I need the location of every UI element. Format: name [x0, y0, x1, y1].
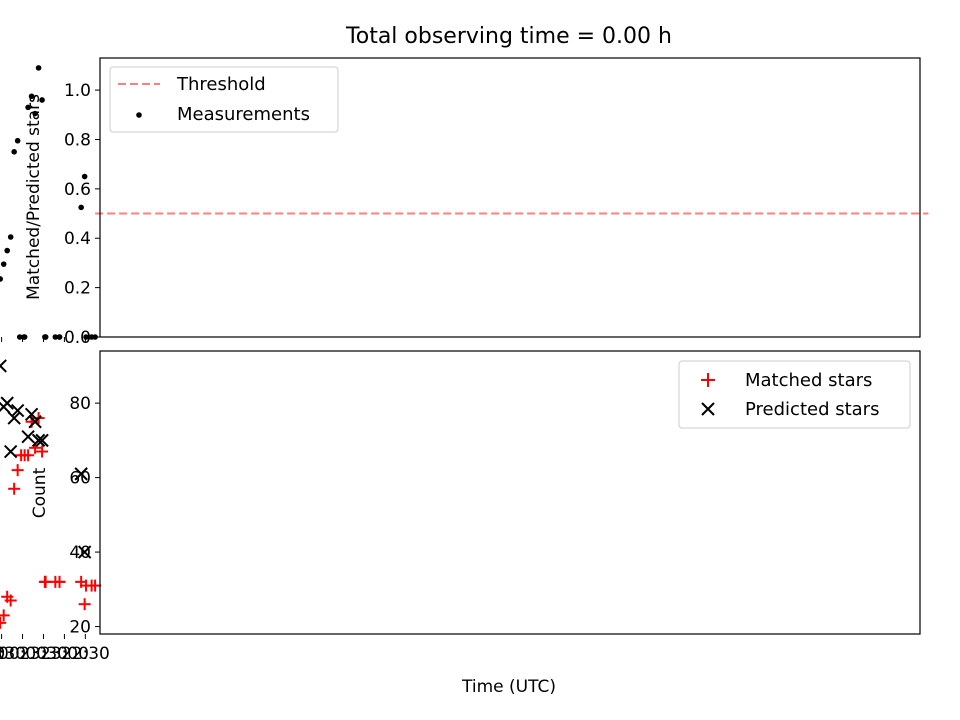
legend-predicted-swatch — [701, 402, 715, 416]
x-tick-label: 23:30 — [19, 644, 68, 664]
bottom-legend-frame — [678, 360, 911, 429]
measurement-point — [14, 137, 21, 144]
bottom-y-tick-label: 40 — [69, 543, 91, 563]
predicted-star-point — [21, 429, 35, 444]
top-axes-frame — [99, 57, 921, 338]
bottom-y-tick-label: 80 — [69, 394, 91, 414]
top-plot-area — [0, 65, 929, 340]
top-y-tick-label: 0.0 — [64, 328, 91, 348]
bottom-panel: 20 40 60 80 22:3023:0023:3000:0000:3001:000… — [0, 350, 921, 697]
top-x-ticks — [1, 337, 86, 342]
bottom-plot-area — [0, 359, 102, 629]
predicted-star-point — [0, 359, 7, 373]
legend-measurements-label: Measurements — [177, 104, 310, 125]
legend-measurements-swatch — [136, 112, 142, 118]
matched-star-point — [15, 449, 28, 462]
top-y-tick-label: 0.4 — [64, 229, 91, 249]
measurement-point — [42, 334, 48, 340]
measurement-point — [39, 97, 45, 103]
predicted-star-point — [10, 403, 25, 418]
measurement-point — [88, 334, 95, 340]
legend-matched-label: Matched stars — [745, 370, 872, 391]
measurement-point — [56, 334, 63, 340]
top-legend: Threshold Measurements — [109, 66, 339, 133]
matched-star-point — [36, 445, 49, 458]
predicted-star-point — [77, 545, 92, 559]
bottom-x-axis: 22:3023:0023:3000:0000:3001:0001:3002:00… — [0, 634, 110, 664]
matched-star-point — [0, 609, 10, 622]
bottom-y-axis-label: Count — [30, 467, 50, 518]
chart-title: Total observing time = 0.00 h — [345, 24, 672, 49]
measurement-point — [16, 334, 23, 340]
top-y-axis-label: Matched/Predicted stars — [24, 94, 44, 300]
matched-star-point — [75, 575, 88, 588]
bottom-legend: Matched stars Predicted stars — [678, 360, 911, 429]
top-panel: 0.0 0.2 0.4 0.6 0.8 1.0 Matched/Predicted sta… — [0, 57, 929, 348]
predicted-star-point — [35, 433, 49, 448]
measurement-point — [0, 276, 4, 282]
bottom-y-tick-label: 20 — [69, 618, 91, 638]
x-tick-label: 23:00 — [40, 644, 89, 664]
matched-star-point — [11, 464, 24, 477]
top-y-axis: 0.0 0.2 0.4 0.6 0.8 1.0 — [64, 81, 100, 348]
predicted-star-point — [28, 415, 42, 429]
measurement-point — [7, 234, 14, 240]
x-tick-label: 01:00 — [0, 644, 5, 664]
measurement-point — [52, 334, 59, 340]
predicted-star-point — [7, 411, 21, 425]
measurement-point — [11, 149, 17, 155]
measurement-point — [0, 261, 7, 267]
bottom-y-axis: 20 40 60 80 — [69, 394, 100, 638]
top-y-tick-label: 0.2 — [64, 279, 91, 299]
measurement-point — [83, 334, 89, 340]
predicted-star-point — [74, 467, 88, 481]
measurement-point — [78, 204, 84, 211]
measurement-point — [25, 104, 31, 111]
top-y-tick-label: 1.0 — [64, 81, 91, 101]
predicted-star-point — [0, 400, 11, 414]
x-tick-label: 22:30 — [61, 644, 110, 664]
measurement-point — [4, 247, 10, 254]
matched-star-point — [38, 575, 51, 588]
matched-star-point — [8, 482, 21, 495]
legend-matched-swatch — [701, 373, 715, 387]
predicted-star-point — [24, 407, 39, 422]
matched-star-point — [0, 621, 3, 624]
x-axis-label: Time (UTC) — [461, 677, 556, 697]
bottom-y-tick-label: 60 — [69, 469, 91, 489]
top-legend-frame — [109, 66, 339, 133]
x-tick-label: 00:30 — [0, 644, 26, 664]
top-y-tick-label: 0.6 — [64, 180, 91, 200]
x-tick-label: 00:00 — [0, 644, 47, 664]
measurement-point — [81, 173, 88, 180]
predicted-star-point — [31, 433, 46, 448]
legend-predicted-label: Predicted stars — [745, 399, 879, 420]
matched-star-point — [78, 598, 91, 611]
top-y-tick-label: 0.8 — [64, 130, 91, 150]
measurement-point — [35, 65, 42, 71]
matched-star-point — [1, 590, 14, 603]
predicted-star-point — [3, 444, 18, 459]
bottom-axes-frame — [99, 350, 921, 635]
measurement-point — [32, 110, 38, 117]
legend-threshold-label: Threshold — [176, 74, 266, 95]
measurement-point — [28, 93, 35, 100]
